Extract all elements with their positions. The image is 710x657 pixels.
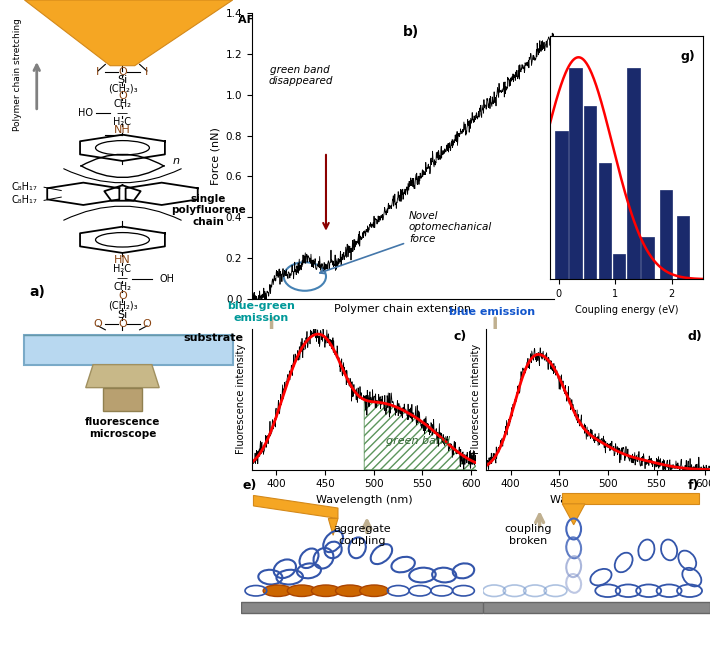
Text: NH: NH <box>114 125 131 135</box>
Polygon shape <box>103 388 142 411</box>
Text: C₈H₁₇: C₈H₁₇ <box>11 195 38 206</box>
Text: C₈H₁₇: C₈H₁₇ <box>11 182 38 193</box>
Text: O: O <box>118 319 127 329</box>
Polygon shape <box>253 495 338 518</box>
Bar <box>660 191 672 279</box>
Polygon shape <box>483 602 710 613</box>
Y-axis label: Fluorescence intensity: Fluorescence intensity <box>236 344 246 454</box>
Bar <box>627 68 640 279</box>
Text: substrate: substrate <box>184 333 244 344</box>
X-axis label: Wavelength (nm): Wavelength (nm) <box>315 495 413 505</box>
Text: blue-green
emission: blue-green emission <box>227 302 295 323</box>
Ellipse shape <box>263 585 292 597</box>
Text: Si: Si <box>117 309 128 320</box>
Text: O: O <box>118 291 127 302</box>
Text: d): d) <box>687 330 702 343</box>
Text: single
polyfluorene
chain: single polyfluorene chain <box>171 194 246 227</box>
Text: g): g) <box>680 51 695 64</box>
Text: a): a) <box>29 284 45 299</box>
Y-axis label: Fluorescence intensity: Fluorescence intensity <box>471 344 481 454</box>
Text: O: O <box>94 319 102 329</box>
Bar <box>569 68 582 279</box>
Text: O: O <box>118 67 127 78</box>
Bar <box>555 131 568 279</box>
Text: H₂C: H₂C <box>114 116 131 127</box>
X-axis label: Coupling energy (eV): Coupling energy (eV) <box>575 304 678 315</box>
Text: b): b) <box>403 25 419 39</box>
Polygon shape <box>24 0 233 66</box>
Text: (CH₂)₃: (CH₂)₃ <box>108 83 137 93</box>
Text: e): e) <box>243 479 257 492</box>
Text: n: n <box>173 156 180 166</box>
Text: HO: HO <box>78 108 93 118</box>
Text: (CH₂)₃: (CH₂)₃ <box>108 300 137 311</box>
Polygon shape <box>562 504 585 525</box>
Text: CH₂: CH₂ <box>114 99 131 109</box>
Ellipse shape <box>288 585 316 597</box>
Text: Si: Si <box>117 75 128 85</box>
X-axis label: Polymer chain extension: Polymer chain extension <box>334 304 471 315</box>
Polygon shape <box>241 602 483 613</box>
Text: OH: OH <box>159 273 174 284</box>
Text: HN: HN <box>114 255 131 265</box>
Ellipse shape <box>360 585 388 597</box>
Polygon shape <box>86 365 159 388</box>
Y-axis label: Force (nN): Force (nN) <box>210 127 220 185</box>
Text: —: — <box>117 273 128 284</box>
Text: —: — <box>117 108 128 118</box>
Text: green band
disappeared: green band disappeared <box>268 64 332 86</box>
Text: Polymer chain stretching: Polymer chain stretching <box>13 18 21 131</box>
Text: O: O <box>118 91 127 101</box>
Text: c): c) <box>453 330 466 343</box>
X-axis label: Wavelength (nm): Wavelength (nm) <box>550 495 647 505</box>
Text: CH₂: CH₂ <box>114 282 131 292</box>
Text: aggregate
coupling: aggregate coupling <box>333 524 391 546</box>
Text: AFM tip: AFM tip <box>238 14 285 25</box>
Bar <box>677 215 689 279</box>
Text: H₂C: H₂C <box>114 264 131 275</box>
Text: f): f) <box>687 479 699 492</box>
Text: blue emission: blue emission <box>449 307 535 317</box>
Ellipse shape <box>312 585 340 597</box>
Text: I: I <box>146 67 148 78</box>
Bar <box>613 254 626 279</box>
Text: I: I <box>97 67 99 78</box>
Ellipse shape <box>336 585 364 597</box>
Bar <box>641 237 654 279</box>
Bar <box>599 163 611 279</box>
Bar <box>584 106 596 279</box>
Text: green band: green band <box>386 436 450 446</box>
Polygon shape <box>562 493 699 504</box>
Text: O: O <box>143 319 151 329</box>
Text: fluorescence
microscope: fluorescence microscope <box>84 417 160 439</box>
Text: coupling
broken: coupling broken <box>505 524 552 546</box>
Polygon shape <box>328 518 338 535</box>
FancyBboxPatch shape <box>24 335 233 365</box>
Text: Novel
optomechanical
force: Novel optomechanical force <box>320 211 492 273</box>
